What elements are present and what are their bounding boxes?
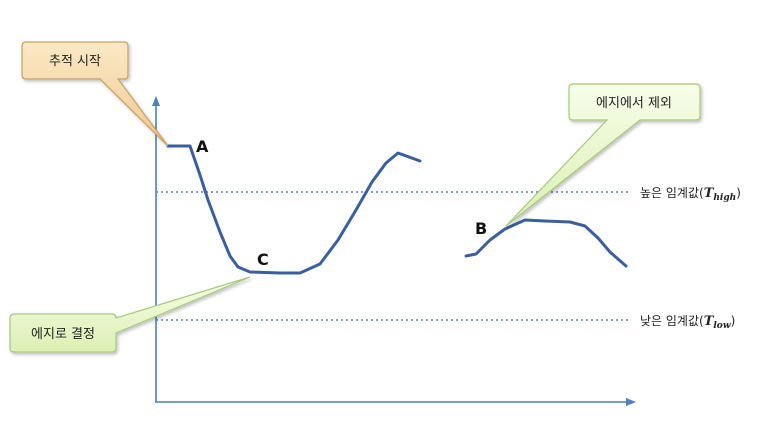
edge-curve-rejected <box>464 218 628 268</box>
callout-remove-from-edge-bubble <box>505 83 701 227</box>
callout-remove-from-edge-text: 에지에서 제외 <box>596 96 672 111</box>
axes <box>152 96 636 406</box>
low-threshold-label: 낮은 임계값(Tlow) <box>640 314 735 331</box>
high-threshold-label: 높은 임계값(Thigh) <box>640 186 741 203</box>
edge-curve-main <box>166 144 422 275</box>
point-b-label: B <box>475 219 487 238</box>
callout-decide-as-edge <box>9 276 251 353</box>
y-axis-arrowhead <box>152 96 160 106</box>
callout-decide-as-edge-text: 에지로 결정 <box>31 327 95 342</box>
callout-track-start-bubble <box>21 41 169 147</box>
point-c-label: C <box>257 250 269 269</box>
callout-track-start <box>21 41 169 147</box>
x-axis-arrowhead <box>626 398 636 406</box>
callout-track-start-text: 추적 시작 <box>49 54 101 69</box>
callout-decide-as-edge-bubble <box>9 276 251 353</box>
callout-remove-from-edge <box>505 83 701 227</box>
point-a-label: A <box>196 137 209 156</box>
